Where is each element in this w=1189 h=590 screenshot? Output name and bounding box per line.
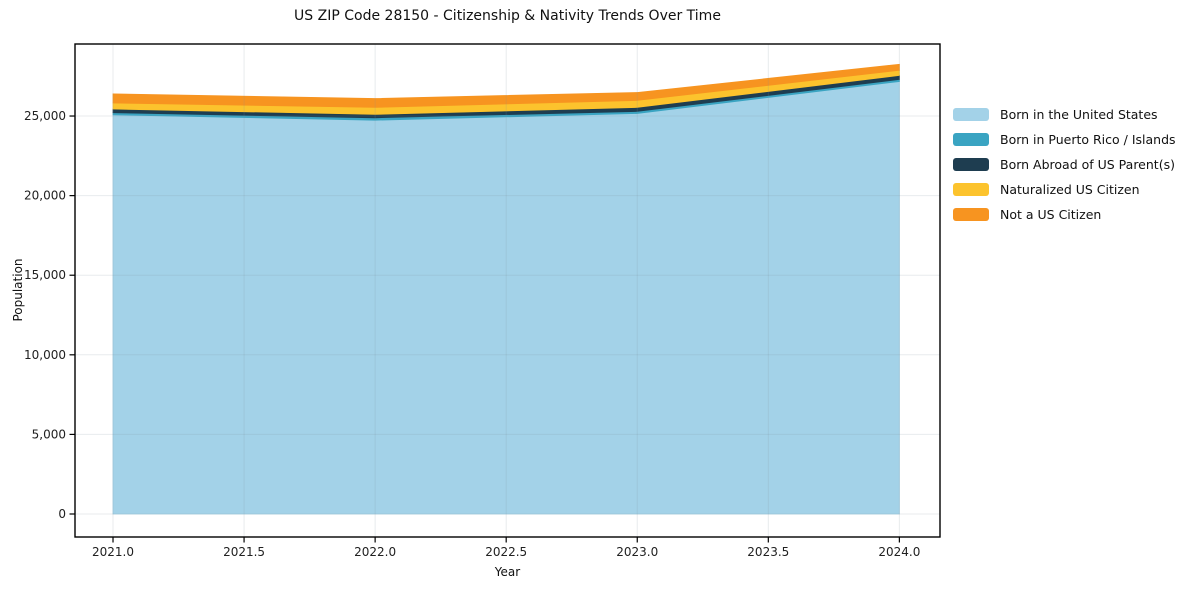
legend-item-born-abroad-of-us-parent-s: Born Abroad of US Parent(s) xyxy=(953,152,1176,177)
area-not-a-us-citizen xyxy=(112,63,900,108)
y-axis-label: Population xyxy=(11,258,25,322)
legend-label: Naturalized US Citizen xyxy=(1000,182,1140,197)
chart-title: US ZIP Code 28150 - Citizenship & Nativi… xyxy=(294,8,721,24)
x-tick-label: 2022.5 xyxy=(485,545,527,559)
x-tick-label: 2022.0 xyxy=(354,545,396,559)
y-tick-label: 25,000 xyxy=(24,109,66,123)
legend-swatch-icon xyxy=(953,133,989,146)
y-tick-label: 20,000 xyxy=(24,189,66,203)
legend-label: Born in the United States xyxy=(1000,107,1158,122)
y-tick-label: 10,000 xyxy=(24,348,66,362)
legend-swatch-icon xyxy=(953,158,989,171)
legend-label: Not a US Citizen xyxy=(1000,207,1102,222)
y-tick-label: 5,000 xyxy=(32,427,66,441)
legend-label: Born in Puerto Rico / Islands xyxy=(1000,132,1176,147)
legend-swatch-icon xyxy=(953,183,989,196)
legend-item-born-in-the-united-states: Born in the United States xyxy=(953,102,1176,127)
legend-label: Born Abroad of US Parent(s) xyxy=(1000,157,1175,172)
y-tick-label: 15,000 xyxy=(24,268,66,282)
legend-item-naturalized-us-citizen: Naturalized US Citizen xyxy=(953,177,1176,202)
x-tick-label: 2021.5 xyxy=(223,545,265,559)
legend-item-born-in-puerto-rico-islands: Born in Puerto Rico / Islands xyxy=(953,127,1176,152)
legend-swatch-icon xyxy=(953,108,989,121)
legend-swatch-icon xyxy=(953,208,989,221)
legend-item-not-a-us-citizen: Not a US Citizen xyxy=(953,202,1176,227)
x-tick-label: 2023.0 xyxy=(616,545,658,559)
x-tick-label: 2021.0 xyxy=(92,545,134,559)
x-axis-label: Year xyxy=(494,565,521,579)
x-tick-label: 2024.0 xyxy=(878,545,920,559)
x-tick-label: 2023.5 xyxy=(747,545,789,559)
plot-frame xyxy=(74,43,941,538)
y-tick-label: 0 xyxy=(58,507,66,521)
legend: Born in the United States Born in Puerto … xyxy=(953,102,1176,227)
